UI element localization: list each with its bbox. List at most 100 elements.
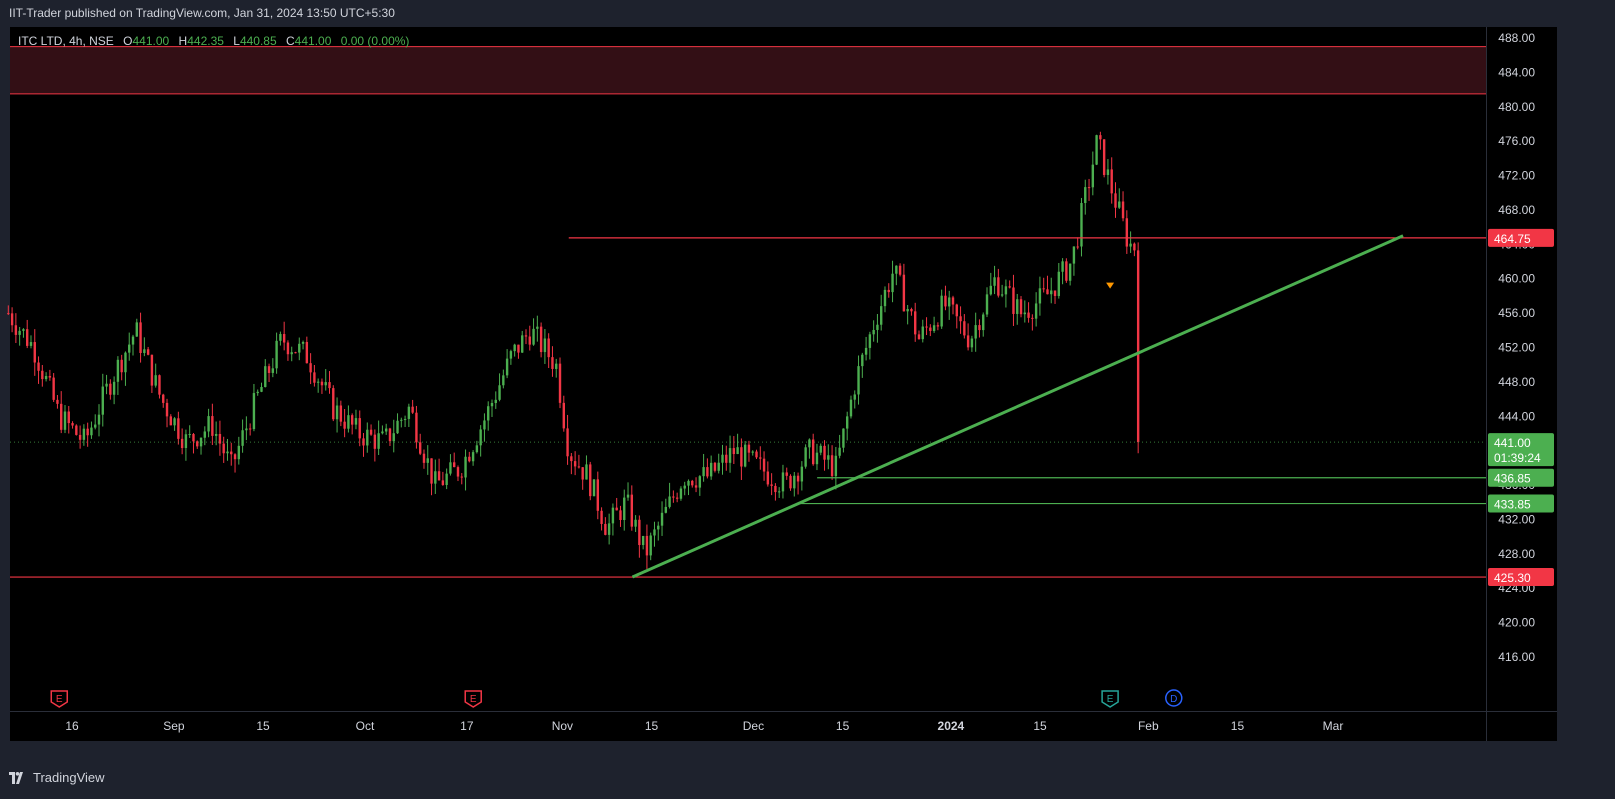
candle-body	[1099, 135, 1102, 140]
candle-body	[305, 341, 309, 364]
time-tick-label: 17	[460, 719, 474, 733]
candle-body	[56, 399, 59, 404]
candle-body	[1042, 288, 1045, 290]
legend-symbol[interactable]: ITC LTD, 4h, NSE	[18, 34, 114, 48]
candle-body	[951, 297, 955, 305]
candle-body	[475, 445, 479, 453]
candle-body	[623, 497, 626, 520]
candle-body	[347, 415, 350, 429]
candle-body	[1095, 135, 1098, 165]
candle-body	[592, 479, 596, 497]
candle-body	[577, 466, 581, 468]
price-tick-label: 484.00	[1498, 65, 1535, 79]
candle-body	[691, 480, 694, 486]
candle-body	[982, 314, 985, 331]
price-tick-label: 476.00	[1498, 134, 1535, 148]
candle-body	[90, 427, 93, 436]
candle-body	[490, 403, 494, 407]
candle-body	[857, 366, 860, 395]
time-tick-label: Nov	[552, 719, 573, 733]
candle-body	[309, 363, 312, 373]
candle-body	[494, 399, 497, 404]
candle-body	[192, 434, 195, 442]
candle-body	[906, 309, 909, 312]
candle-body	[101, 386, 104, 415]
candle-body	[1125, 218, 1129, 247]
candle-body	[619, 510, 622, 520]
candle-body	[366, 429, 369, 446]
candle-body	[721, 454, 724, 463]
price-tick-label: 420.00	[1498, 616, 1535, 630]
candle-body	[543, 338, 547, 353]
candle-body	[487, 406, 490, 421]
candle-body	[505, 358, 509, 376]
candle-body	[63, 411, 67, 430]
candle-body	[528, 336, 531, 345]
candle-body	[29, 342, 33, 346]
candle-body	[498, 385, 501, 400]
candle-body	[358, 418, 361, 439]
candle-body	[1000, 294, 1004, 296]
candle-body	[921, 326, 924, 340]
time-tick-label: Dec	[743, 719, 764, 733]
candle-body	[634, 519, 637, 527]
candle-body	[1065, 261, 1068, 281]
resistance-zone	[10, 46, 1486, 94]
candle-body	[751, 451, 754, 453]
candle-body	[842, 428, 845, 448]
candle-body	[1027, 312, 1030, 318]
time-tick-label: 15	[256, 719, 270, 733]
time-tick-label: 15	[645, 719, 659, 733]
candle-body	[868, 334, 872, 348]
candle-body	[381, 431, 384, 434]
candle-body	[993, 277, 996, 286]
candle-body	[1102, 139, 1106, 175]
candle-body	[275, 340, 278, 369]
plot-area	[10, 27, 1486, 711]
candle-body	[694, 485, 698, 488]
candle-body	[316, 381, 320, 383]
candle-body	[7, 313, 10, 315]
price-tick-label: 468.00	[1498, 203, 1535, 217]
earnings-event-icon	[1101, 690, 1119, 708]
footer-brand[interactable]: TradingView	[33, 770, 105, 785]
candle-body	[600, 510, 603, 524]
price-tick-label: 452.00	[1498, 341, 1535, 355]
tradingview-logo-icon[interactable]	[9, 772, 23, 784]
price-tick-label: 472.00	[1498, 169, 1535, 183]
candle-body	[898, 265, 902, 275]
candle-body	[453, 462, 456, 468]
candle-body	[683, 485, 686, 489]
candle-body	[369, 429, 373, 435]
candle-body	[10, 313, 14, 326]
candle-body	[196, 441, 199, 447]
last-price-label: 441.00	[1494, 436, 1531, 450]
time-tick-label: Oct	[356, 719, 375, 733]
candle-body	[811, 439, 815, 465]
candle-body	[845, 416, 849, 429]
candle-body	[521, 335, 524, 353]
candle-body	[1053, 290, 1057, 296]
candle-body	[1050, 290, 1053, 295]
price-tick-label: 428.00	[1498, 547, 1535, 561]
candle-body	[1106, 169, 1110, 175]
legend-high: 442.35	[187, 34, 224, 48]
candle-body	[264, 366, 267, 387]
candle-body	[940, 295, 943, 327]
candle-body	[222, 443, 225, 454]
candle-body	[800, 466, 804, 482]
candle-body	[596, 479, 599, 511]
legend-high-label: H	[178, 34, 188, 48]
candle-body	[131, 336, 135, 345]
candle-body	[388, 428, 392, 442]
candle-body	[426, 458, 429, 463]
candle-body	[936, 325, 940, 327]
price-label: 425.30	[1494, 571, 1531, 585]
candle-body	[271, 368, 275, 373]
candle-body	[891, 273, 894, 293]
legend-close: 441.00	[294, 34, 332, 48]
candle-body	[925, 326, 928, 328]
candle-body	[199, 437, 203, 447]
candle-body	[1046, 289, 1049, 295]
